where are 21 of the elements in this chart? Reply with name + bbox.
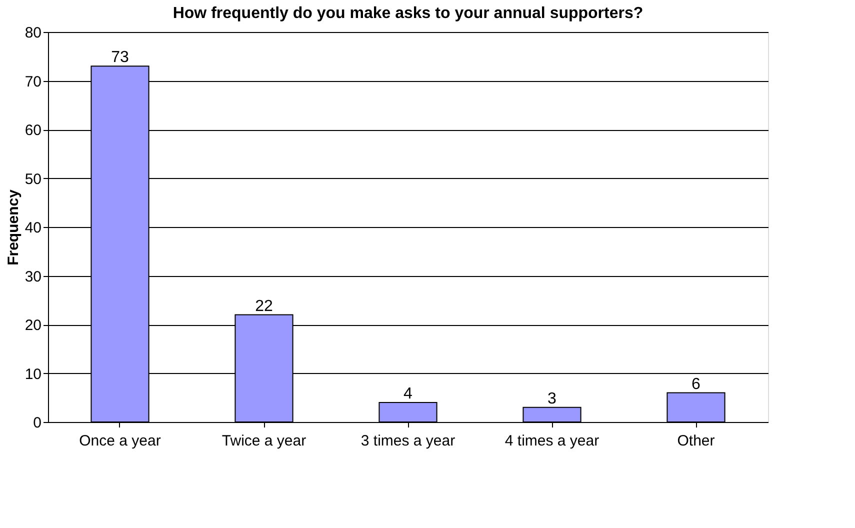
y-tick-label: 30 — [24, 268, 42, 286]
x-tick-label: 4 times a year — [504, 432, 600, 450]
y-tick-label: 60 — [24, 122, 42, 139]
data-label: 22 — [255, 298, 273, 315]
data-label: 3 — [548, 390, 557, 408]
x-tick-label: Other — [677, 432, 715, 450]
chart-title: How frequently do you make asks to your annual supporters? — [172, 5, 644, 22]
y-tick-label: 80 — [24, 24, 42, 42]
x-tick-label: 3 times a year — [360, 432, 456, 450]
y-tick-label: 50 — [24, 170, 42, 188]
y-tick-label: 0 — [33, 414, 42, 432]
y-tick-label: 70 — [24, 73, 42, 90]
data-label: 4 — [404, 386, 413, 402]
y-tick-label: 20 — [24, 317, 42, 334]
x-tick-label: Once a year — [79, 432, 161, 450]
y-axis-title: Frequency — [4, 188, 22, 266]
x-tick-label: Twice a year — [222, 432, 306, 450]
data-label: 6 — [692, 376, 701, 393]
y-tick-label: 40 — [24, 220, 42, 236]
data-label: 73 — [111, 49, 129, 66]
y-tick-label: 10 — [24, 366, 42, 383]
